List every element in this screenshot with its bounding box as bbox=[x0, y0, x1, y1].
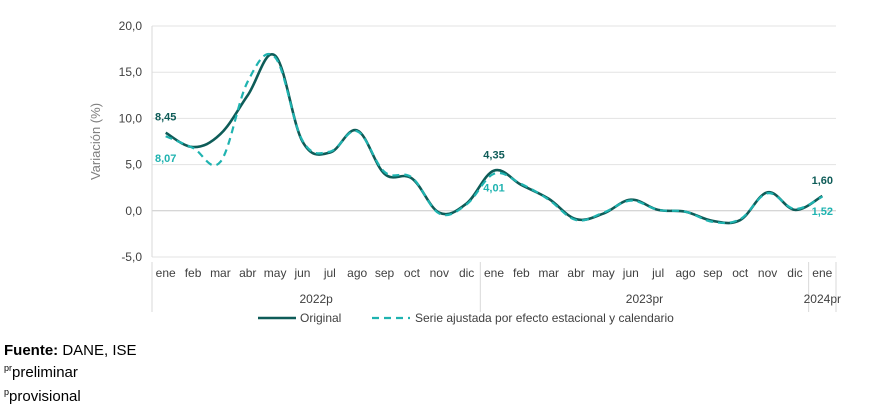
line-chart: 20,0 15,0 10,0 5,0 0,0 -5,0 Variación (%) ene… bbox=[88, 19, 841, 325]
y-tick-label: 10,0 bbox=[119, 111, 143, 125]
x-tick-label: sep bbox=[703, 266, 723, 280]
series-adjusted-line bbox=[165, 52, 823, 225]
x-tick-label: may bbox=[264, 266, 287, 280]
y-tick-label: 5,0 bbox=[125, 158, 142, 172]
x-tick-label: jul bbox=[323, 266, 336, 280]
x-tick-label: ago bbox=[347, 266, 367, 280]
x-tick-label: mar bbox=[538, 266, 559, 280]
footer-note-preliminar: prpreliminar bbox=[4, 363, 78, 381]
data-labels: 8,45 8,07 4,35 4,01 1,60 1,52 bbox=[155, 112, 833, 218]
x-tick-label: abr bbox=[567, 266, 584, 280]
x-tick-label: abr bbox=[239, 266, 256, 280]
data-label-original: 8,45 bbox=[155, 112, 176, 124]
data-label-adjusted: 1,52 bbox=[812, 206, 833, 218]
source-label: Fuente: bbox=[4, 342, 59, 359]
footer-source: Fuente: DANE, ISE bbox=[4, 343, 137, 358]
note-preliminar-text: preliminar bbox=[12, 364, 78, 381]
x-tick-label: ene bbox=[156, 266, 176, 280]
y-axis-title: Variación (%) bbox=[88, 103, 103, 180]
data-label-original: 4,35 bbox=[483, 150, 504, 162]
source-text: DANE, ISE bbox=[58, 342, 137, 359]
grid-lines bbox=[151, 25, 836, 258]
x-tick-label: jul bbox=[651, 266, 664, 280]
legend: Original Serie ajustada por efecto estaci… bbox=[258, 311, 674, 325]
x-tick-label: jun bbox=[293, 266, 310, 280]
x-tick-label: nov bbox=[430, 266, 449, 280]
x-tick-label: ene bbox=[812, 266, 832, 280]
x-tick-label: oct bbox=[404, 266, 421, 280]
y-axis-ticks: 20,0 15,0 10,0 5,0 0,0 -5,0 bbox=[119, 19, 143, 264]
x-tick-label: sep bbox=[375, 266, 395, 280]
data-label-adjusted: 8,07 bbox=[155, 153, 176, 165]
note-provisional-text: provisional bbox=[9, 388, 81, 405]
footer-note-provisional: pprovisional bbox=[4, 387, 81, 405]
x-tick-label: nov bbox=[758, 266, 777, 280]
x-group-label: 2023pr bbox=[626, 292, 663, 306]
data-label-original: 1,60 bbox=[812, 175, 833, 187]
note-preliminar-sup: pr bbox=[4, 363, 13, 373]
x-group-label: 2024pr bbox=[804, 292, 841, 306]
note-provisional-sup: p bbox=[4, 387, 10, 397]
x-tick-label: oct bbox=[732, 266, 749, 280]
x-group-label: 2022p bbox=[299, 292, 333, 306]
data-label-adjusted: 4,01 bbox=[483, 183, 504, 195]
x-tick-label: feb bbox=[513, 266, 530, 280]
x-tick-label: ene bbox=[484, 266, 504, 280]
series-original-line bbox=[165, 52, 823, 225]
y-tick-label: 20,0 bbox=[119, 19, 143, 33]
x-axis: ene feb mar abr may jun jul ago sep oct nov dic ene f… bbox=[151, 262, 841, 312]
legend-label-adjusted: Serie ajustada por efecto estacional y c… bbox=[415, 311, 674, 325]
legend-label-original: Original bbox=[300, 311, 341, 325]
y-tick-label: 15,0 bbox=[119, 65, 143, 79]
series-lines bbox=[165, 52, 823, 225]
x-tick-label: dic bbox=[459, 266, 474, 280]
x-tick-label: mar bbox=[210, 266, 231, 280]
y-tick-label: 0,0 bbox=[125, 204, 142, 218]
x-tick-label: jun bbox=[622, 266, 639, 280]
x-tick-label: feb bbox=[185, 266, 202, 280]
x-tick-label: ago bbox=[676, 266, 696, 280]
x-tick-label: may bbox=[592, 266, 615, 280]
y-tick-label: -5,0 bbox=[121, 250, 142, 264]
x-tick-label: dic bbox=[787, 266, 802, 280]
